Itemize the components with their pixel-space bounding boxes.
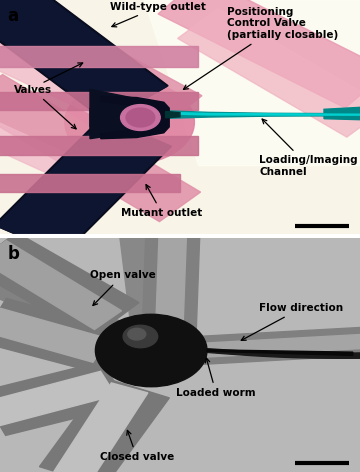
Polygon shape bbox=[156, 234, 186, 332]
Polygon shape bbox=[0, 241, 122, 329]
Circle shape bbox=[65, 80, 194, 165]
Text: Mutant outlet: Mutant outlet bbox=[121, 185, 203, 218]
Polygon shape bbox=[90, 89, 158, 127]
Text: Wild-type outlet: Wild-type outlet bbox=[111, 2, 206, 27]
Text: Positioning
Control Valve
(partially closable): Positioning Control Valve (partially clo… bbox=[184, 7, 338, 89]
Polygon shape bbox=[0, 0, 168, 121]
Polygon shape bbox=[207, 350, 353, 355]
Text: Open valve: Open valve bbox=[90, 270, 155, 305]
Polygon shape bbox=[0, 233, 139, 337]
Polygon shape bbox=[177, 8, 360, 137]
Polygon shape bbox=[0, 92, 198, 110]
Polygon shape bbox=[54, 383, 148, 472]
Text: b: b bbox=[7, 245, 19, 263]
Polygon shape bbox=[196, 327, 360, 364]
Circle shape bbox=[123, 325, 158, 348]
Polygon shape bbox=[90, 108, 158, 139]
Circle shape bbox=[126, 108, 155, 127]
Polygon shape bbox=[0, 118, 169, 253]
Polygon shape bbox=[197, 334, 360, 357]
Polygon shape bbox=[101, 96, 169, 139]
Text: Closed valve: Closed valve bbox=[100, 430, 174, 462]
Polygon shape bbox=[166, 111, 180, 118]
Polygon shape bbox=[0, 75, 201, 222]
Polygon shape bbox=[0, 175, 180, 192]
Text: Flow direction: Flow direction bbox=[241, 303, 343, 340]
Text: a: a bbox=[7, 7, 18, 25]
Polygon shape bbox=[0, 46, 198, 67]
Circle shape bbox=[95, 314, 207, 387]
Polygon shape bbox=[0, 0, 166, 120]
Polygon shape bbox=[0, 298, 122, 372]
Polygon shape bbox=[158, 0, 360, 108]
Polygon shape bbox=[40, 378, 169, 472]
Circle shape bbox=[106, 98, 167, 137]
Polygon shape bbox=[144, 0, 360, 165]
Polygon shape bbox=[324, 107, 360, 120]
Polygon shape bbox=[169, 112, 360, 115]
Text: Valves: Valves bbox=[14, 85, 53, 95]
Polygon shape bbox=[0, 371, 116, 425]
Text: Loaded worm: Loaded worm bbox=[176, 358, 256, 398]
Polygon shape bbox=[0, 308, 109, 362]
Polygon shape bbox=[0, 119, 111, 193]
Polygon shape bbox=[142, 233, 200, 332]
Polygon shape bbox=[0, 270, 162, 361]
Polygon shape bbox=[0, 362, 128, 435]
Circle shape bbox=[121, 105, 160, 130]
Polygon shape bbox=[0, 117, 171, 254]
Text: Loading/Imaging
Channel: Loading/Imaging Channel bbox=[259, 119, 358, 177]
Polygon shape bbox=[120, 233, 168, 351]
Polygon shape bbox=[169, 111, 360, 118]
Polygon shape bbox=[0, 136, 198, 155]
Polygon shape bbox=[207, 349, 360, 358]
Circle shape bbox=[128, 329, 146, 340]
Polygon shape bbox=[0, 36, 120, 116]
Polygon shape bbox=[0, 0, 202, 130]
